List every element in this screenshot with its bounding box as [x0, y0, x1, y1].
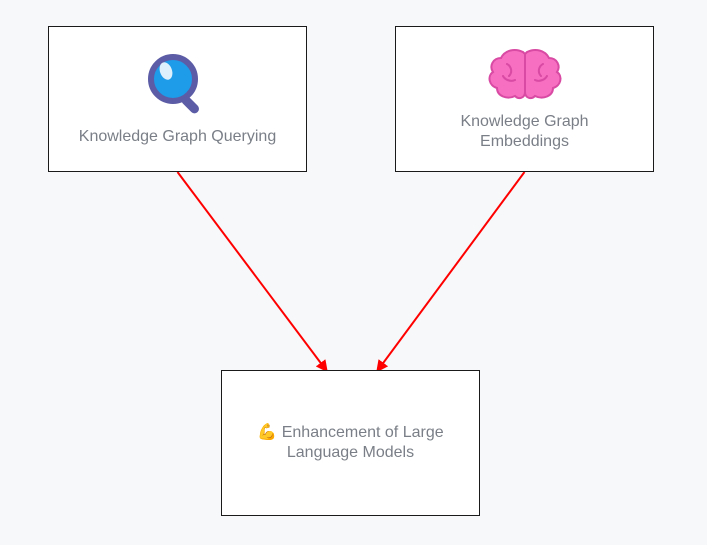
magnifier-icon — [143, 51, 213, 121]
node-embeddings-label: Knowledge Graph Embeddings — [460, 112, 588, 152]
node-embeddings: Knowledge Graph Embeddings — [395, 26, 654, 172]
diagram-canvas: Knowledge Graph Querying Knowledge Graph… — [0, 0, 707, 545]
brain-icon — [485, 46, 565, 106]
edge-embeddings-to-enhancement — [378, 172, 525, 370]
node-enhancement: 💪 Enhancement of Large Language Models — [221, 370, 480, 516]
node-querying: Knowledge Graph Querying — [48, 26, 307, 172]
node-enhancement-label: 💪 Enhancement of Large Language Models — [257, 423, 443, 463]
node-querying-label: Knowledge Graph Querying — [79, 127, 276, 147]
edge-querying-to-enhancement — [178, 172, 327, 370]
